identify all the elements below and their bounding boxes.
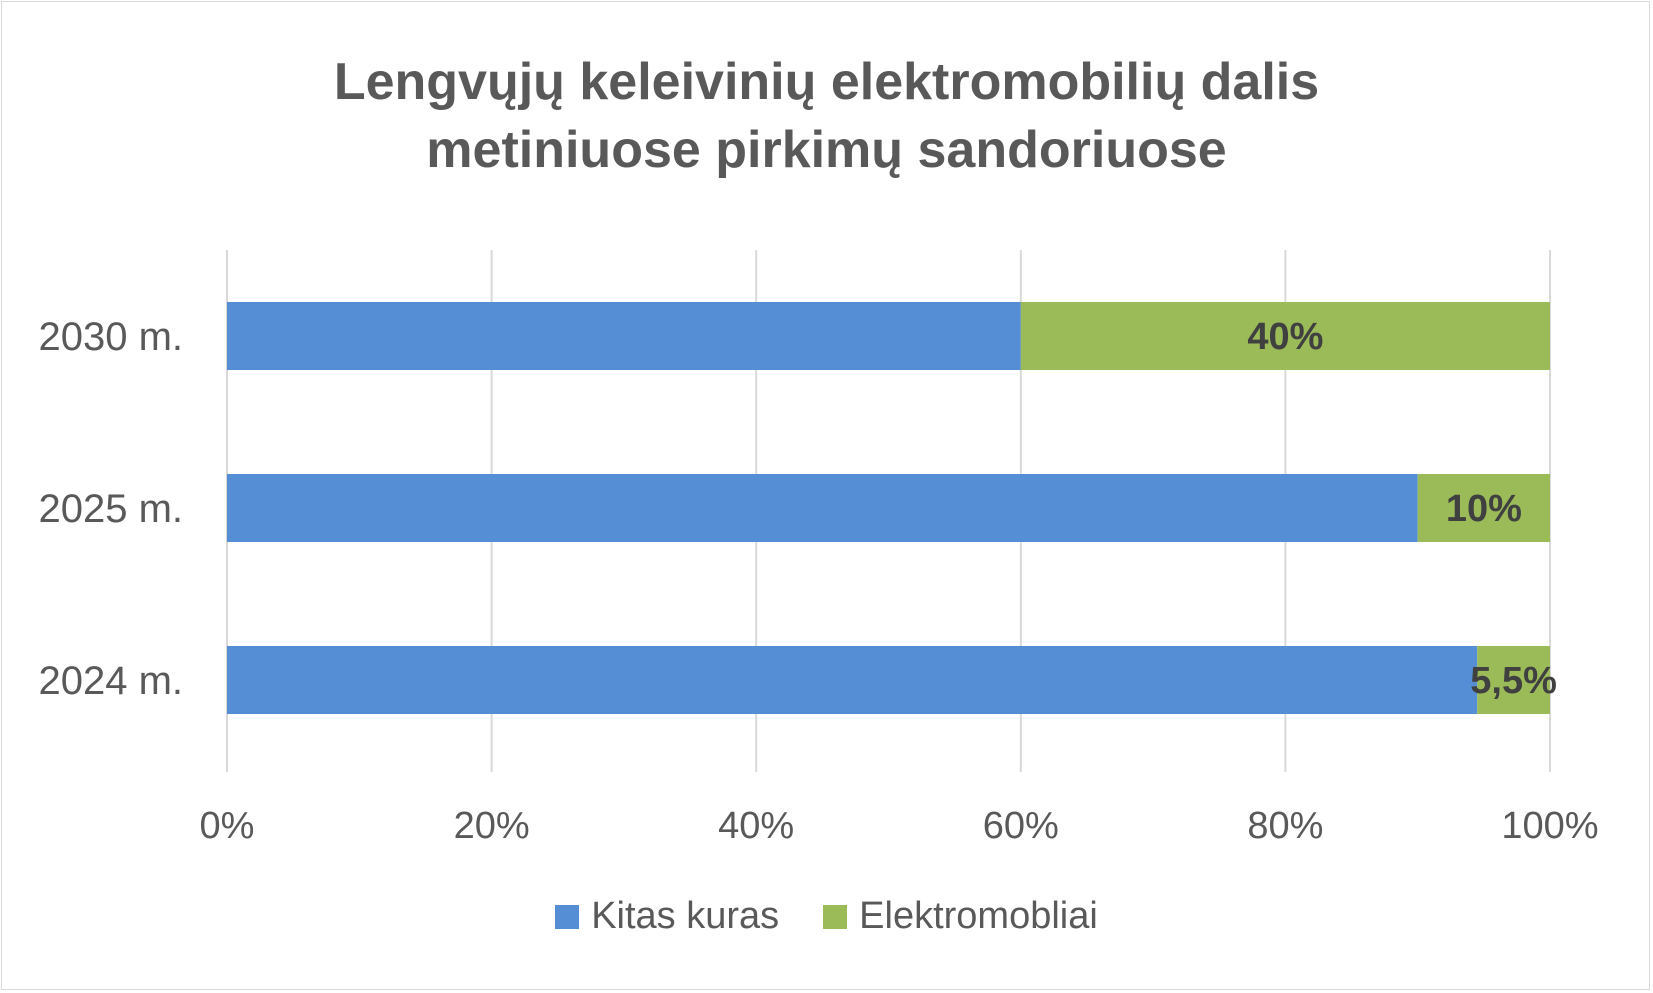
chart-legend: Kitas kuras Elektromobliai [0,895,1653,938]
category-label: 2024 m. [38,659,183,703]
legend-swatch-kitas-kuras [555,904,580,929]
x-tick-label: 20% [454,805,530,847]
category-label: 2025 m. [38,487,183,531]
chart-title-line-1: Lengvųjų keleivinių elektromobilių dalis [333,53,1320,111]
legend-item-kitas-kuras: Kitas kuras [555,895,779,938]
x-tick-label: 100% [1501,805,1598,847]
bar-segment [1020,302,1550,370]
x-tick-label: 80% [1247,805,1323,847]
data-label: 40% [1247,316,1323,358]
legend-item-elektromobliai: Elektromobliai [823,895,1098,938]
bar-segment [1477,646,1550,714]
bar-segment [1417,474,1550,542]
chart-title: Lengvųjų keleivinių elektromobilių dalis… [0,48,1653,184]
chart-title-line-2: metiniuose pirkimų sandoriuose [426,121,1227,179]
bar-segment [227,302,1021,370]
bar-segment [227,474,1418,542]
legend-swatch-elektromobliai [823,904,848,929]
x-tick-label: 40% [718,805,794,847]
legend-label-kitas-kuras: Kitas kuras [591,895,780,937]
legend-label-elektromobliai: Elektromobliai [859,895,1098,937]
category-label: 2030 m. [38,315,183,359]
bar-segment [227,646,1478,714]
data-label: 5,5% [1470,660,1557,702]
data-label: 10% [1446,488,1522,530]
x-tick-label: 0% [200,805,255,847]
x-tick-label: 60% [983,805,1059,847]
